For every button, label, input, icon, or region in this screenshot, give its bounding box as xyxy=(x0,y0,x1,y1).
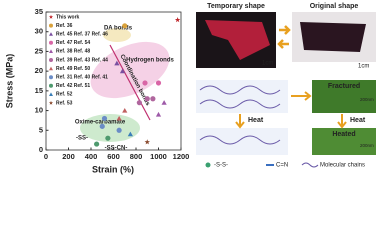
micro-scale: 200nm xyxy=(360,143,374,148)
legend-text: Molecular chains xyxy=(320,163,365,169)
legend-label: Ref. 39 Ref. 43 Ref. 44 xyxy=(56,57,108,63)
legend-label: Ref. 36 xyxy=(56,23,73,29)
y-tick-label: 15 xyxy=(35,86,43,95)
legend-marker xyxy=(49,92,53,96)
legend-marker xyxy=(49,75,53,80)
legend-marker xyxy=(49,40,53,45)
point xyxy=(127,131,133,137)
legend-marker xyxy=(49,49,53,53)
legend-marker xyxy=(49,66,53,71)
point xyxy=(116,115,122,121)
legend-label: Ref. 45 Ref. 37 Ref. 46 xyxy=(56,32,108,38)
photo-title: Original shape xyxy=(310,3,359,10)
legend-label: Ref. 42 Ref. 51 xyxy=(56,83,90,89)
annotation: -SS- xyxy=(76,136,88,142)
y-tick-label: 20 xyxy=(35,66,43,75)
micro-scale: 200nm xyxy=(360,97,374,102)
x-tick-label: 1200 xyxy=(173,152,190,161)
chains xyxy=(199,85,281,145)
y-tick-label: 5 xyxy=(39,125,43,134)
point xyxy=(122,107,128,113)
legend-marker xyxy=(49,23,53,28)
photo-title: Temporary shape xyxy=(207,3,265,10)
x-tick-label: 200 xyxy=(62,152,75,161)
point xyxy=(114,60,120,66)
y-tick-label: 30 xyxy=(35,27,43,36)
heat-label: Heat xyxy=(248,117,264,124)
hydrogen-region xyxy=(90,41,170,99)
x-axis-label: Strain (%) xyxy=(92,164,134,174)
x-tick-label: 1000 xyxy=(150,152,167,161)
photos xyxy=(196,12,376,168)
da-region xyxy=(103,28,131,42)
y-tick-label: 25 xyxy=(35,46,43,55)
arrows xyxy=(277,25,291,49)
point xyxy=(99,123,105,129)
legend-mark xyxy=(301,162,319,168)
figure: DA bonds Hydrogen bonds Coordination bon… xyxy=(4,3,376,174)
annotation: -SS-CN- xyxy=(105,146,128,152)
legend-label: This work xyxy=(56,14,80,20)
point xyxy=(94,141,100,147)
film xyxy=(300,22,366,52)
y-tick-label: 35 xyxy=(35,7,43,16)
point xyxy=(155,80,162,86)
legend-label: Ref. 31 Ref. 40 Ref. 41 xyxy=(56,75,108,81)
legend-marker xyxy=(48,100,54,105)
point xyxy=(161,100,167,105)
point xyxy=(150,96,156,102)
regions xyxy=(80,28,170,142)
x-tick-label: 600 xyxy=(107,152,120,161)
point xyxy=(116,127,122,133)
schematic-fractured xyxy=(196,80,288,113)
micrograph xyxy=(312,128,376,155)
heat-label: Heat xyxy=(350,117,366,124)
point xyxy=(144,139,150,145)
legend-label: Ref. 52 xyxy=(56,92,73,98)
legend-marker xyxy=(49,83,53,88)
point xyxy=(122,23,128,29)
y-tick-label: 0 xyxy=(39,145,43,154)
point xyxy=(136,100,142,106)
annotation: Hydrogen bonds xyxy=(126,58,174,64)
arrow xyxy=(291,91,347,129)
legend-marker xyxy=(49,32,53,36)
legend-label: Ref. 38 Ref. 48 xyxy=(56,49,90,55)
scale-bar: 1cm xyxy=(262,61,273,67)
micrograph-label: Heated xyxy=(332,131,355,138)
point xyxy=(105,135,111,141)
y-axis-label: Stress (MPa) xyxy=(4,54,14,109)
legend-label: Ref. 53 xyxy=(56,100,73,106)
annotation: Oxime-carbamate xyxy=(75,120,126,126)
legend-mark xyxy=(205,162,211,168)
coordination-arrow xyxy=(109,44,151,121)
arrow xyxy=(235,114,245,129)
legend-label: Ref. 49 Ref. 50 xyxy=(56,66,90,72)
point xyxy=(119,68,126,74)
point xyxy=(142,80,148,86)
film xyxy=(205,20,270,60)
x-tick-label: 400 xyxy=(85,152,98,161)
legend-marker xyxy=(49,58,53,62)
point xyxy=(174,17,181,23)
micrograph-label: Fractured xyxy=(328,83,360,90)
legend-text: -S-S- xyxy=(214,163,228,169)
legend-label: Ref. 47 Ref. 54 xyxy=(56,40,90,46)
scale-bar: 1cm xyxy=(358,64,369,70)
point xyxy=(144,96,150,102)
y-tick-label: 10 xyxy=(35,106,43,115)
point xyxy=(101,115,108,122)
x-tick-label: 0 xyxy=(44,152,48,161)
point xyxy=(155,111,162,117)
x-tick-label: 800 xyxy=(130,152,143,161)
legend-text: C=N xyxy=(276,163,288,169)
legend-marker xyxy=(48,14,54,19)
schematic-healed xyxy=(196,128,288,155)
annotation: DA bonds xyxy=(104,26,133,32)
micrograph xyxy=(312,80,376,113)
oxime-region xyxy=(80,114,140,142)
